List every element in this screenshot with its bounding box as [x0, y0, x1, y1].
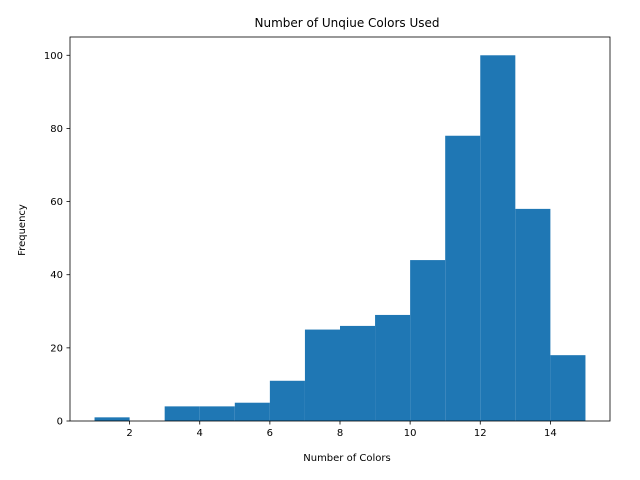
x-tick-label: 8: [337, 428, 343, 439]
y-axis-label: Frequency: [17, 204, 28, 256]
chart-title: Number of Unqiue Colors Used: [255, 16, 440, 30]
histogram-bar: [515, 208, 551, 421]
histogram-bar: [340, 325, 376, 421]
x-tick-label: 2: [126, 428, 132, 439]
x-axis-label: Number of Colors: [303, 453, 391, 464]
y-tick-label: 0: [57, 417, 63, 428]
y-tick-label: 20: [50, 343, 63, 354]
x-tick-label: 14: [544, 428, 557, 439]
histogram-bar: [480, 55, 516, 422]
bars-group: [94, 55, 586, 422]
histogram-bar: [550, 355, 586, 421]
histogram-bar: [269, 380, 305, 421]
histogram-bar: [304, 329, 340, 421]
histogram-bar: [234, 402, 270, 421]
histogram-bar: [410, 260, 446, 421]
y-tick-label: 60: [50, 197, 63, 208]
y-tick-label: 80: [50, 124, 63, 135]
x-axis-ticks: 2 4 6 8 10 12 14: [126, 421, 557, 439]
x-tick-label: 6: [267, 428, 273, 439]
histogram-bar: [94, 417, 130, 421]
x-tick-label: 12: [474, 428, 487, 439]
histogram-bar: [375, 314, 411, 421]
y-tick-label: 100: [44, 51, 63, 62]
y-axis-ticks: 0 20 40 60 80 100: [44, 51, 70, 428]
histogram-bar: [199, 406, 235, 421]
x-tick-label: 10: [404, 428, 417, 439]
x-tick-label: 4: [197, 428, 203, 439]
histogram-bar: [164, 406, 200, 421]
histogram-bar: [445, 135, 481, 421]
y-tick-label: 40: [50, 270, 63, 281]
